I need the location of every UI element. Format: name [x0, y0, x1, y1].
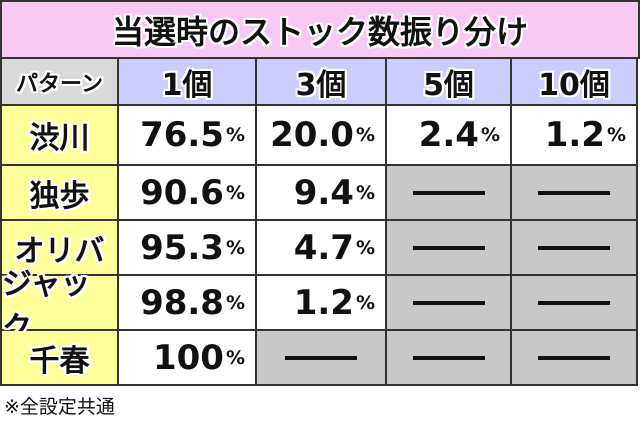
dash: [538, 355, 610, 360]
footnote: ※全設定共通: [4, 396, 115, 418]
value-cell: 95.3%: [119, 221, 257, 276]
value-cell: 1.2%: [512, 106, 638, 166]
value-cell: 90.6%: [119, 166, 257, 221]
title: 当選時のストック数振り分け: [0, 0, 640, 59]
row-label: 千春: [2, 331, 119, 386]
header-cell: 3個: [257, 59, 387, 106]
dash: [412, 245, 485, 250]
empty-cell: [512, 221, 638, 276]
row-label: 独歩: [2, 166, 119, 221]
row-label: ジャック: [2, 267, 119, 346]
empty-cell: [387, 331, 512, 386]
value-cell: 2.4%: [387, 106, 512, 166]
value-cell: 9.4%: [257, 166, 387, 221]
value-cell: 4.7%: [257, 221, 387, 276]
empty-cell: [512, 331, 638, 386]
header-cell: 1個: [119, 59, 257, 106]
dash: [412, 190, 485, 195]
dash: [412, 355, 485, 360]
header-cell: 5個: [387, 59, 512, 106]
empty-cell: [512, 166, 638, 221]
header-cell: 10個: [512, 59, 638, 106]
table: パターン 1個 3個 5個 10個 渋川 76.5% 20.0% 2.4% 1.2% 独歩 90.6%…: [0, 57, 638, 386]
empty-cell: [387, 221, 512, 276]
value-cell: 98.8%: [119, 276, 257, 331]
dash: [538, 300, 610, 305]
value-cell: 76.5%: [119, 106, 257, 166]
header-cell: パターン: [2, 59, 119, 106]
dash: [285, 355, 357, 360]
value-cell: 20.0%: [257, 106, 387, 166]
dash: [538, 245, 610, 250]
empty-cell: [257, 331, 387, 386]
empty-cell: [512, 276, 638, 331]
dash: [538, 190, 610, 195]
value-cell: 1.2%: [257, 276, 387, 331]
empty-cell: [387, 166, 512, 221]
empty-cell: [387, 276, 512, 331]
dash: [412, 300, 485, 305]
value-cell: 100%: [119, 331, 257, 386]
row-label: オリバ: [2, 221, 119, 276]
row-label: 渋川: [2, 106, 119, 166]
